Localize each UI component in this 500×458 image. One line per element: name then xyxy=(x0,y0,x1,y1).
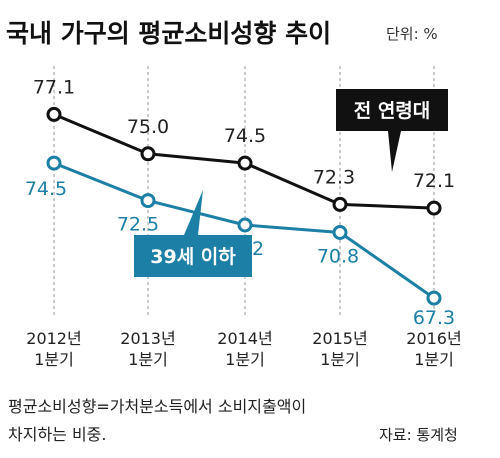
data-label-2-5: 67.3 xyxy=(413,307,455,329)
x-tick-label-5-2: 1분기 xyxy=(414,350,454,369)
x-tick-label-3-1: 2014년 xyxy=(217,329,272,348)
data-label-1-4: 72.3 xyxy=(313,166,355,188)
x-tick-label-4-2: 1분기 xyxy=(320,350,360,369)
data-label-1-5: 72.1 xyxy=(413,170,455,192)
series-name-label-1: 전 연령대 xyxy=(354,100,431,122)
footnote-line-1: 평균소비성향=가처분소득에서 소비지출액이 xyxy=(8,397,306,416)
series-2-point-4 xyxy=(332,225,348,240)
footnote-line-2: 차지하는 비중. xyxy=(8,425,107,444)
source-label: 자료: 통계청 xyxy=(379,426,458,444)
callout-pointer-1 xyxy=(388,131,401,172)
x-tick-label-5-1: 2016년 xyxy=(406,329,461,348)
x-tick-label-1-1: 2012년 xyxy=(26,329,81,348)
series-name-label-2: 39세 이하 xyxy=(150,246,236,268)
chart-title: 국내 가구의 평균소비성향 추이 xyxy=(6,19,331,48)
series-1-point-1 xyxy=(46,106,62,122)
series-1-point-2 xyxy=(140,146,156,162)
unit-label: 단위: % xyxy=(386,25,438,43)
series-1-point-5 xyxy=(426,200,442,216)
data-label-2-1: 74.5 xyxy=(25,178,67,200)
data-label-1-3: 74.5 xyxy=(224,125,266,147)
x-tick-label-1-2: 1분기 xyxy=(34,350,74,369)
series-2-point-2 xyxy=(140,193,156,209)
x-tick-label-3-2: 1분기 xyxy=(225,350,265,369)
data-label-2-4: 70.8 xyxy=(317,246,359,268)
series-1-point-4 xyxy=(332,196,348,212)
series-2-point-1 xyxy=(46,155,62,171)
callout-box-2 xyxy=(134,235,252,277)
x-tick-label-4-1: 2015년 xyxy=(312,329,367,348)
data-label-1-2: 75.0 xyxy=(127,116,169,138)
series-2-point-3 xyxy=(237,217,253,233)
callout-pointer-2 xyxy=(184,190,203,235)
x-tick-label-2-2: 1분기 xyxy=(128,350,168,369)
data-label-2-2: 72.5 xyxy=(117,214,159,236)
series-2-point-5 xyxy=(426,290,442,306)
x-tick-label-2-1: 2013년 xyxy=(120,329,175,348)
callout-box-1 xyxy=(336,89,448,131)
data-label-1-1: 77.1 xyxy=(33,76,75,98)
series-1-point-3 xyxy=(237,155,253,171)
